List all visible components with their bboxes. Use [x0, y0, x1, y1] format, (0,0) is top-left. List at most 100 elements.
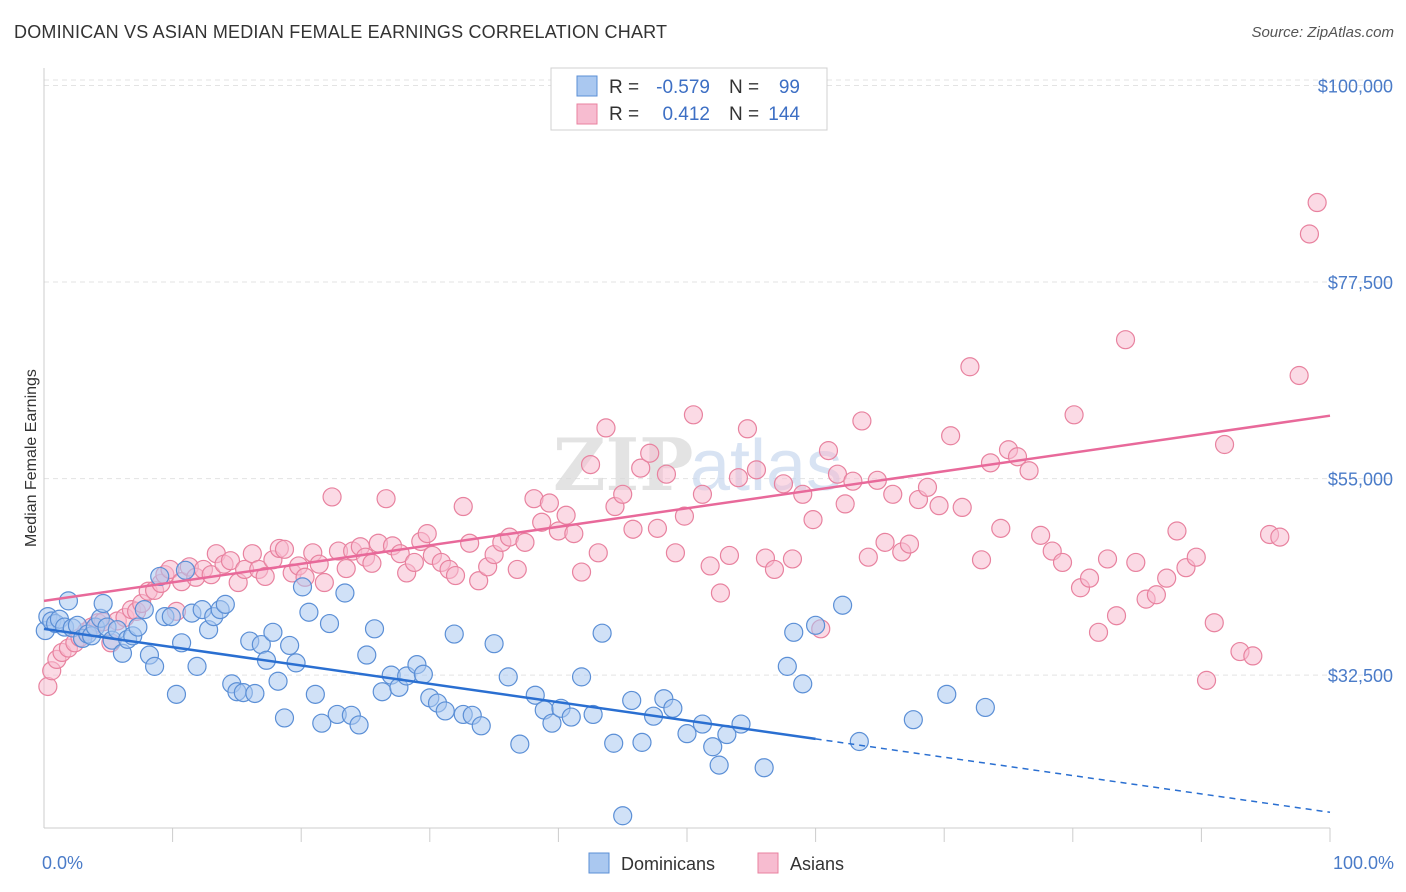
- dominican-point-6: [58, 591, 79, 611]
- asian-point-38: [274, 539, 295, 559]
- dominican-point-106: [937, 684, 957, 704]
- y-tick-label-3: $100,000: [1318, 76, 1393, 96]
- asian-point-45: [322, 487, 342, 507]
- asian-point-102: [773, 474, 794, 494]
- dominican-point-48: [280, 635, 300, 656]
- dominican-point-103: [833, 595, 853, 615]
- dominican-point-47: [274, 708, 295, 728]
- asian-point-114: [875, 532, 895, 552]
- asian-point-90: [665, 543, 686, 563]
- legend-n-value-2: 144: [768, 104, 800, 125]
- dominican-point-22: [134, 600, 154, 620]
- asian-point-120: [929, 496, 949, 516]
- dominican-point-32: [187, 656, 207, 676]
- dominican-point-51: [299, 602, 319, 622]
- dominican-point-66: [413, 664, 433, 684]
- asian-point-81: [588, 543, 608, 563]
- dominican-point-104: [849, 731, 869, 752]
- asian-point-71: [507, 559, 527, 580]
- dominican-point-70: [444, 624, 464, 644]
- watermark: ZIP atlas: [553, 422, 842, 507]
- asian-point-124: [971, 550, 992, 570]
- asian-point-121: [941, 426, 961, 446]
- asian-point-107: [818, 441, 839, 461]
- dominican-point-102: [805, 615, 826, 635]
- dominican-point-92: [677, 724, 697, 744]
- dominican-point-88: [632, 732, 652, 752]
- asian-point-89: [656, 464, 677, 484]
- dominican-point-87: [622, 690, 642, 711]
- legend-r-label-2: R =: [609, 104, 639, 125]
- dominican-point-107: [975, 697, 995, 718]
- bottom-legend-swatch-asians: [757, 852, 779, 874]
- dominican-point-76: [510, 734, 530, 754]
- dominican-point-58: [349, 715, 369, 735]
- asian-point-97: [728, 468, 749, 488]
- dominican-point-59: [357, 645, 377, 665]
- dominican-point-45: [263, 622, 283, 642]
- trend-lines: [43, 414, 1331, 814]
- asian-point-153: [1270, 527, 1290, 547]
- asian-point-96: [719, 545, 740, 566]
- dominican-point-81: [561, 707, 581, 727]
- dominican-point-75: [498, 667, 518, 687]
- asian-point-101: [764, 559, 785, 580]
- asian-point-77: [556, 505, 576, 525]
- bottom-legend-swatch-dominicans: [588, 852, 610, 874]
- dominican-point-73: [471, 716, 491, 736]
- asian-point-143: [1157, 568, 1177, 588]
- asian-point-117: [899, 534, 920, 554]
- asian-point-44: [314, 572, 334, 593]
- asian-point-122: [952, 497, 972, 518]
- asian-point-155: [1299, 224, 1320, 244]
- asian-point-156: [1307, 192, 1327, 213]
- dominican-point-105: [903, 710, 923, 730]
- y-tick-label-0: $32,500: [1328, 666, 1393, 686]
- dominican-point-56: [335, 583, 355, 603]
- asian-point-138: [1106, 606, 1127, 626]
- asian-point-111: [852, 411, 872, 431]
- source-label: Source: ZipAtlas.com: [1251, 24, 1394, 41]
- dominican-point-50: [292, 577, 313, 597]
- stats-legend: R = -0.579 N = 99 R = 0.412 N = 144: [550, 67, 828, 131]
- asian-point-53: [376, 489, 396, 509]
- asian-point-72: [515, 532, 535, 552]
- series-asians: [38, 192, 1327, 697]
- asian-point-87: [640, 443, 660, 463]
- asian-point-47: [336, 558, 356, 579]
- legend-r-value-1: -0.579: [656, 77, 710, 98]
- bottom-legend-label-dominicans: Dominicans: [621, 854, 715, 874]
- asian-point-123: [960, 357, 980, 377]
- dominican-point-21: [128, 617, 148, 637]
- dominican-trend-line: [43, 627, 816, 741]
- asian-point-115: [883, 484, 903, 504]
- asian-point-103: [782, 549, 803, 569]
- asian-point-80: [580, 454, 601, 475]
- dominican-point-60: [364, 619, 385, 639]
- dominican-point-95: [709, 755, 729, 775]
- y-axis-label: Median Female Earnings: [23, 369, 40, 547]
- asian-point-146: [1186, 547, 1206, 567]
- dominican-point-100: [784, 622, 804, 642]
- asian-trend-line: [43, 414, 1331, 603]
- series-dominicans: [35, 560, 995, 826]
- bottom-legend-label-asians: Asians: [790, 854, 844, 874]
- asian-point-105: [803, 510, 823, 530]
- asian-point-94: [700, 556, 720, 576]
- dominican-point-53: [312, 713, 332, 733]
- asian-point-92: [683, 405, 704, 425]
- asian-point-88: [647, 518, 668, 538]
- asian-point-43: [309, 554, 329, 574]
- dominican-point-28: [166, 684, 187, 704]
- asian-point-95: [710, 583, 731, 603]
- chart-title: DOMINICAN VS ASIAN MEDIAN FEMALE EARNING…: [14, 22, 668, 42]
- asian-point-130: [1031, 525, 1051, 545]
- y-tick-label-1: $55,000: [1328, 470, 1393, 490]
- dominican-point-52: [305, 684, 325, 704]
- dominican-trend-extension: [815, 738, 1331, 814]
- dominican-point-85: [604, 733, 624, 753]
- dominican-point-27: [161, 606, 181, 627]
- dominican-point-86: [613, 806, 633, 826]
- asian-point-136: [1088, 622, 1109, 642]
